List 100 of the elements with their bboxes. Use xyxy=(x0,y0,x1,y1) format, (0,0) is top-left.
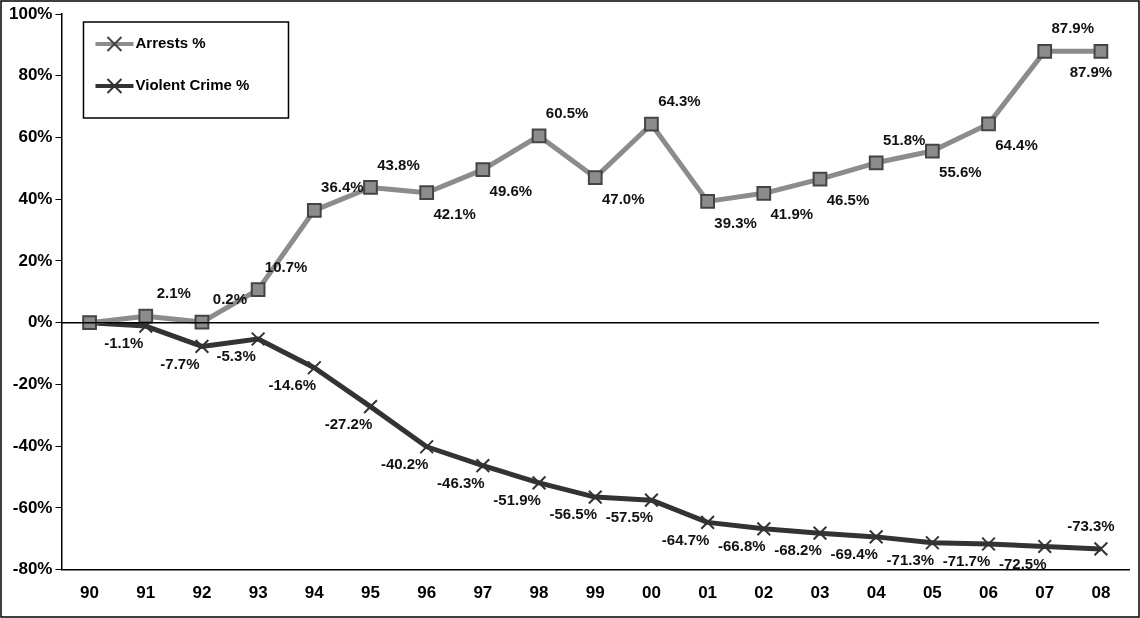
data-label: -66.8% xyxy=(718,537,766,554)
point xyxy=(306,202,322,218)
x-tick-label: 06 xyxy=(979,583,998,603)
x-tick-label: 04 xyxy=(866,583,887,603)
x-tick-label: 92 xyxy=(192,583,212,603)
legend-label: Arrests % xyxy=(135,34,206,52)
data-label: -68.2% xyxy=(774,541,822,559)
data-label: 64.3% xyxy=(658,92,701,110)
x-tick-label: 01 xyxy=(698,583,718,603)
point xyxy=(250,282,266,297)
point xyxy=(756,521,772,537)
x-tick-label: 07 xyxy=(1035,583,1055,603)
data-label: 0.2% xyxy=(212,290,248,308)
point xyxy=(1037,43,1053,59)
point xyxy=(1037,539,1053,554)
y-tick-label: 40% xyxy=(18,188,53,208)
point xyxy=(812,171,828,187)
x-tick-label: 02 xyxy=(754,583,774,603)
point xyxy=(419,439,435,455)
data-label: -14.6% xyxy=(268,375,317,393)
y-tick-label: -80% xyxy=(12,559,53,579)
data-label: 60.5% xyxy=(545,104,589,122)
point xyxy=(756,185,772,201)
point xyxy=(475,458,491,473)
point xyxy=(700,515,715,530)
data-label: -64.7% xyxy=(661,530,710,548)
point xyxy=(981,116,996,132)
data-label: 49.6% xyxy=(489,181,533,199)
point xyxy=(363,180,378,195)
point xyxy=(924,535,940,551)
data-label: 51.8% xyxy=(882,130,926,148)
point xyxy=(700,194,715,209)
x-tick-label: 90 xyxy=(80,583,100,603)
point xyxy=(644,116,659,132)
point xyxy=(531,475,547,491)
y-tick-label: 80% xyxy=(18,65,53,85)
x-tick-label: 98 xyxy=(529,583,549,603)
data-label: -1.1% xyxy=(104,334,144,352)
x-tick-label: 96 xyxy=(417,583,437,603)
point xyxy=(531,128,547,144)
data-label: 55.6% xyxy=(939,163,982,181)
point xyxy=(475,162,491,177)
x-tick-label: 95 xyxy=(361,583,380,603)
data-label: 87.9% xyxy=(1051,19,1094,37)
point xyxy=(644,492,659,508)
point xyxy=(1093,43,1109,59)
point xyxy=(138,308,154,324)
x-tick-label: 00 xyxy=(641,583,661,603)
data-label: 87.9% xyxy=(1069,63,1113,81)
data-label: -51.9% xyxy=(493,491,541,509)
point xyxy=(587,170,603,185)
point xyxy=(587,489,603,505)
data-label: 64.4% xyxy=(995,136,1038,154)
data-label: 39.3% xyxy=(714,213,757,231)
data-label: -71.3% xyxy=(886,550,935,568)
point xyxy=(250,331,266,347)
y-tick-label: 100% xyxy=(9,3,53,23)
data-label: -27.2% xyxy=(324,414,373,432)
y-tick-label: -20% xyxy=(12,374,53,394)
legend-label: Violent Crime % xyxy=(135,76,250,94)
data-label: -40.2% xyxy=(380,454,429,472)
data-label: 2.1% xyxy=(156,284,191,302)
x-tick-label: 97 xyxy=(473,583,493,603)
point xyxy=(924,143,940,159)
data-label: 41.9% xyxy=(770,205,814,223)
point xyxy=(306,360,322,376)
data-label: -72.5% xyxy=(998,554,1047,572)
point xyxy=(1093,541,1109,557)
x-tick-label: 94 xyxy=(304,583,325,603)
y-tick-label: -60% xyxy=(12,497,53,517)
data-label: -57.5% xyxy=(605,508,654,526)
data-label: 42.1% xyxy=(433,204,476,222)
x-tick-label: 91 xyxy=(136,583,156,603)
point xyxy=(981,536,996,552)
data-label: 10.7% xyxy=(264,257,308,275)
data-label: -56.5% xyxy=(549,505,598,523)
data-label: -5.3% xyxy=(216,347,256,365)
point xyxy=(194,339,210,354)
data-label: 43.8% xyxy=(377,155,420,173)
y-tick-label: 0% xyxy=(27,312,53,332)
data-label: 47.0% xyxy=(601,189,645,207)
y-tick-label: -40% xyxy=(12,435,53,455)
data-label: -7.7% xyxy=(160,354,200,372)
data-label: -71.7% xyxy=(942,552,991,570)
data-label: -69.4% xyxy=(830,545,878,563)
data-label: -73.3% xyxy=(1067,517,1115,535)
point xyxy=(419,185,435,201)
x-tick-label: 03 xyxy=(810,583,830,603)
y-tick-label: 60% xyxy=(18,127,53,147)
y-tick-label: 20% xyxy=(18,250,53,270)
point xyxy=(868,529,884,545)
x-tick-label: 05 xyxy=(922,583,942,603)
point xyxy=(812,525,828,541)
data-label: 46.5% xyxy=(826,191,870,209)
point xyxy=(868,155,884,171)
point xyxy=(363,399,378,414)
x-tick-label: 99 xyxy=(585,583,605,603)
data-label: -46.3% xyxy=(437,473,485,491)
x-tick-label: 93 xyxy=(248,583,268,603)
x-tick-label: 08 xyxy=(1091,583,1111,603)
